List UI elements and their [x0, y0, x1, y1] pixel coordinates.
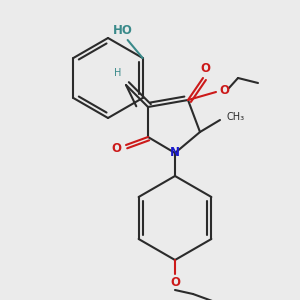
Text: O: O — [170, 277, 180, 290]
Text: HO: HO — [113, 23, 133, 37]
Text: O: O — [111, 142, 121, 155]
Text: N: N — [170, 146, 180, 160]
Text: H: H — [114, 68, 122, 78]
Text: O: O — [219, 83, 229, 97]
Text: CH₃: CH₃ — [227, 112, 245, 122]
Text: O: O — [200, 61, 210, 74]
